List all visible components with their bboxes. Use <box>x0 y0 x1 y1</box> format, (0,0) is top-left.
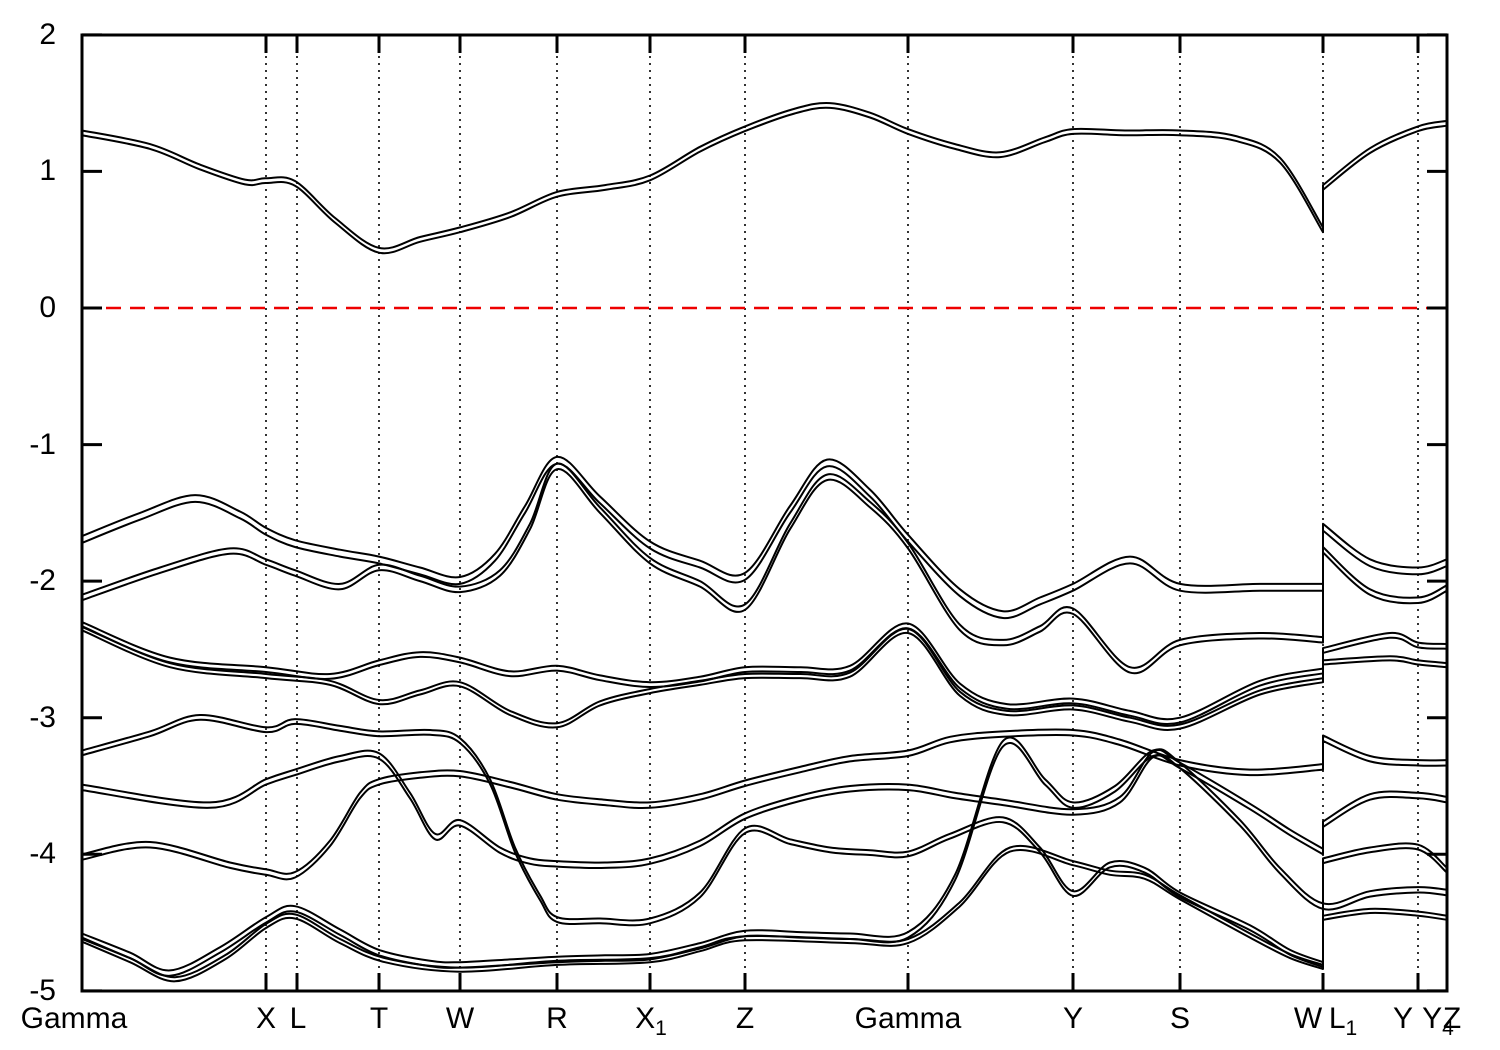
x-axis-label-y: Y <box>1062 1002 1084 1035</box>
band-valence-9 <box>81 844 1448 979</box>
band-valence-3 <box>81 625 1448 725</box>
band-conduction <box>81 106 1448 255</box>
x-axis-label-l1: L1 <box>1328 1002 1358 1040</box>
x-axis-label-y: Y <box>1392 1002 1414 1035</box>
band-valence-6 <box>81 748 1448 864</box>
band-valence-7 <box>81 733 1448 881</box>
y-axis-label: -3 <box>29 700 56 734</box>
band-valence-4 <box>81 629 1448 731</box>
plot-border <box>80 33 1449 993</box>
band-valence-3 <box>81 621 1448 721</box>
y-axis-label: -1 <box>29 427 56 461</box>
band-valence-1 <box>81 455 1448 613</box>
y-axis-label: -2 <box>29 564 56 598</box>
y-axis-label: -5 <box>29 973 56 1007</box>
band-valence-6 <box>81 754 1448 870</box>
band-valence-7 <box>81 728 1448 875</box>
y-axis-label: -4 <box>29 837 56 871</box>
band-conduction <box>81 102 1448 250</box>
band-valence-5 <box>81 713 1448 964</box>
x-axis-label-gamma: Gamma <box>854 1002 962 1035</box>
x-axis-label-z: Z <box>735 1002 755 1035</box>
band-valence-2 <box>81 468 1448 675</box>
x-axis-label-l: L <box>289 1002 307 1035</box>
x-axis-label-s: S <box>1169 1002 1191 1035</box>
x-axis-label-t: T <box>369 1002 389 1035</box>
band-valence-1 <box>81 462 1448 620</box>
x-axis-label-r: R <box>546 1002 568 1035</box>
x-axis-label-y4: Y4 <box>1422 1002 1454 1040</box>
x-axis-label-w: W <box>1293 1002 1323 1035</box>
x-axis-label-gamma: Gamma <box>20 1002 128 1035</box>
band-valence-9 <box>81 849 1448 983</box>
y-axis-label: 1 <box>39 154 56 188</box>
band-valence-4 <box>81 625 1448 727</box>
x-axis-label-x1: X1 <box>635 1002 667 1040</box>
band-valence-8 <box>81 736 1448 972</box>
x-axis-label-z: Z <box>1442 1002 1462 1035</box>
y-axis-label: 2 <box>39 17 56 51</box>
x-axis-label-x: X <box>255 1002 277 1035</box>
x-axis-label-w: W <box>445 1002 475 1035</box>
y-axis-label: 0 <box>39 291 56 324</box>
band-valence-2 <box>81 462 1448 669</box>
